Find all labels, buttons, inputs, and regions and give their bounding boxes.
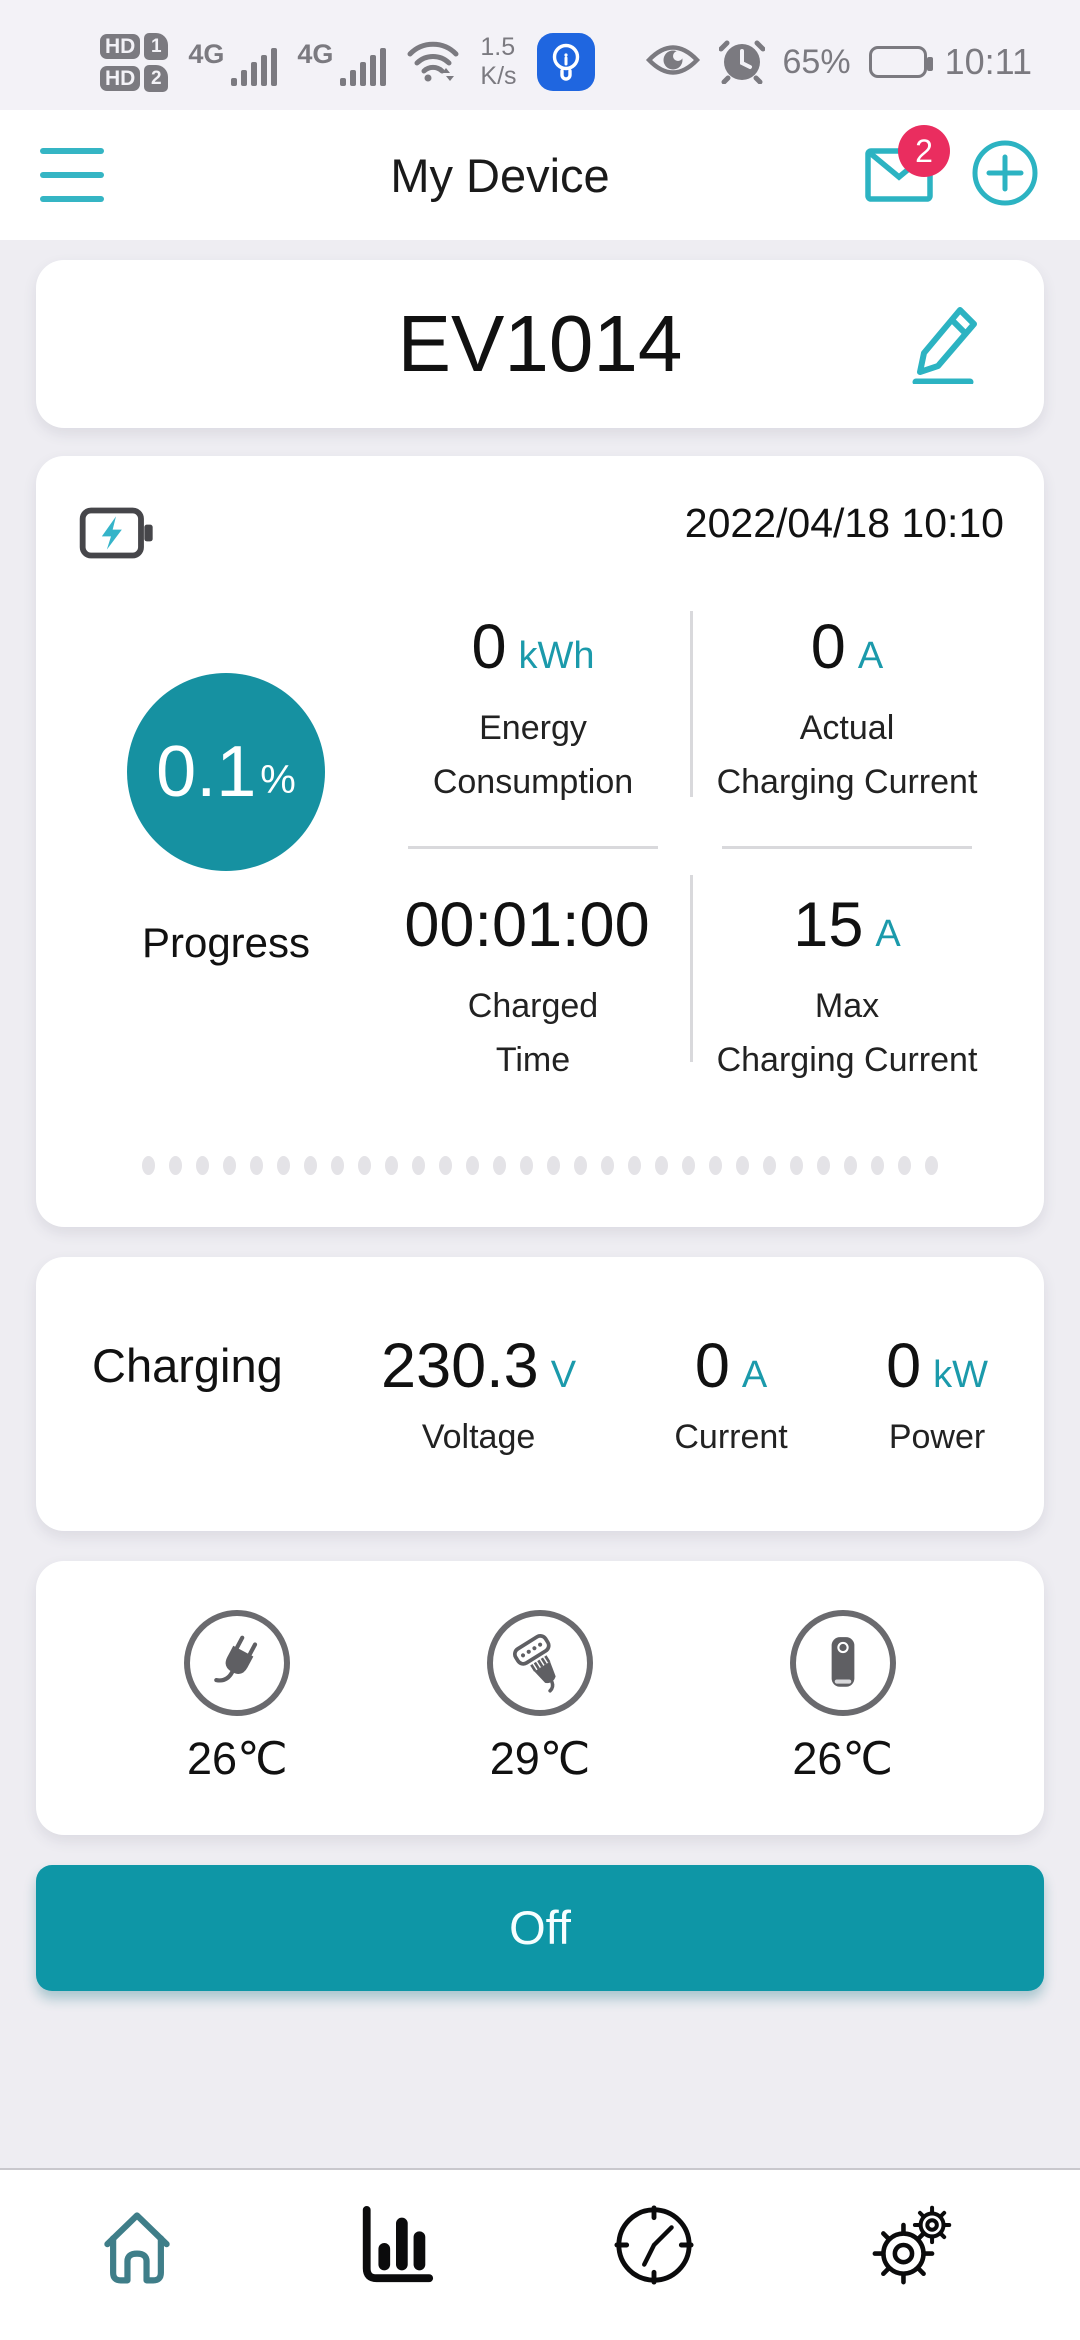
temp-plug: 26℃: [184, 1610, 291, 1785]
clock-time: 10:11: [944, 41, 1032, 82]
sim-cards: HD 1 HD 2: [100, 32, 169, 92]
network-type-1: 4G: [188, 38, 225, 69]
speed-value: 1.5: [480, 33, 516, 62]
connector-icon: [486, 1610, 593, 1717]
power-toggle-button[interactable]: Off: [36, 1864, 1044, 1991]
nav-home[interactable]: [95, 2204, 179, 2288]
app-header: My Device 2: [0, 110, 1080, 240]
network-speed: 1.5 K/s: [480, 33, 516, 91]
progress-circle: 0.1 %: [127, 673, 325, 871]
stat-energy: 0 kWh Energy Consumption: [376, 597, 690, 849]
hd-badge-2: HD: [100, 65, 141, 91]
charging-battery-icon: [76, 500, 156, 571]
nav-schedule[interactable]: [612, 2204, 696, 2288]
alarm-clock-icon: [718, 36, 766, 89]
speed-unit: K/s: [480, 62, 517, 90]
stat-charged-time: 00:01:00 Charged Time: [404, 889, 650, 1080]
progress-label: Progress: [141, 919, 311, 966]
metric-voltage: 230.3 V Voltage: [381, 1331, 577, 1457]
progress-dots: [76, 1155, 1004, 1175]
plus-icon: [972, 140, 1038, 205]
status-bar: HD 1 HD 2 4G 4G: [0, 0, 1080, 110]
eye-comfort-icon: [645, 41, 701, 84]
temperatures-card: 26℃ 29℃: [36, 1560, 1044, 1835]
clock-icon: [614, 2205, 694, 2285]
metric-power: 0 kW Power: [886, 1331, 988, 1457]
plug-temperature: 26℃: [187, 1733, 288, 1785]
edit-name-button[interactable]: [904, 304, 982, 389]
nav-statistics[interactable]: [354, 2204, 438, 2288]
wifi-icon: [406, 37, 460, 88]
notification-bulb-icon: [536, 33, 595, 91]
connector-temperature: 29℃: [489, 1733, 591, 1785]
page-title: My Device: [390, 148, 610, 202]
unread-badge: 2: [898, 125, 950, 177]
gears-icon: [872, 2205, 952, 2285]
charger-temperature: 26℃: [792, 1733, 893, 1785]
stat-max-current: 15 A Max Charging Current: [716, 889, 978, 1080]
progress-unit: %: [260, 757, 296, 802]
device-name: EV1014: [397, 299, 683, 388]
signal-bars-icon: [340, 46, 387, 86]
bar-chart-icon: [362, 2205, 433, 2283]
progress-value: 0.1: [156, 732, 257, 812]
pencil-icon: [912, 307, 977, 386]
sim1-icon: 1: [144, 32, 169, 60]
charging-state-label: Charging: [92, 1339, 283, 1393]
plug-icon: [184, 1610, 291, 1717]
nav-settings[interactable]: [871, 2204, 955, 2288]
device-name-card: EV1014: [36, 260, 1044, 428]
charging-session-card: 2022/04/18 10:10 0.1 % Progress 0 kWh Ene…: [36, 456, 1044, 1227]
add-device-button[interactable]: [970, 138, 1040, 213]
signal-1: 4G: [188, 38, 278, 86]
bottom-navigation: [0, 2168, 1080, 2340]
temp-connector: 29℃: [486, 1610, 593, 1785]
hd-badge-1: HD: [100, 33, 141, 59]
temp-charger: 26℃: [789, 1610, 896, 1785]
sim2-icon: 2: [144, 64, 169, 92]
network-type-2: 4G: [297, 38, 334, 69]
home-icon: [104, 2212, 170, 2284]
signal-2: 4G: [297, 38, 387, 86]
signal-bars-icon: [231, 46, 278, 86]
session-timestamp: 2022/04/18 10:10: [684, 500, 1004, 546]
messages-button[interactable]: 2: [864, 125, 950, 207]
battery-percent: 65%: [782, 42, 851, 81]
menu-button[interactable]: [40, 148, 104, 202]
charger-box-icon: [789, 1610, 896, 1717]
battery-icon: [868, 46, 933, 78]
